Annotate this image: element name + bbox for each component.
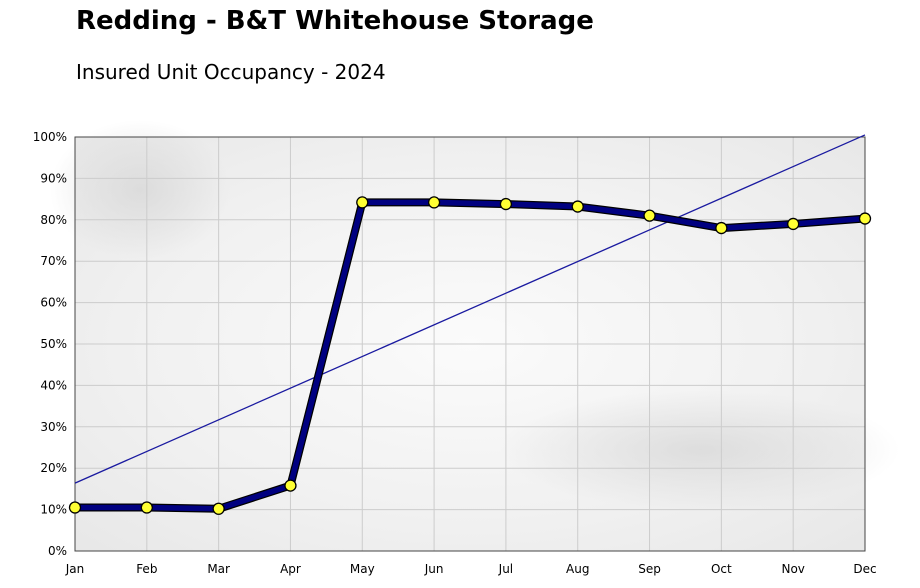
data-point: [858, 212, 872, 225]
chart-subtitle: Insured Unit Occupancy - 2024: [76, 60, 386, 84]
chart-title: Redding - B&T Whitehouse Storage: [76, 6, 594, 36]
data-point: [284, 479, 297, 492]
y-tick-label: 40%: [40, 378, 67, 392]
x-tick-label: Aug: [566, 562, 589, 576]
x-tick-label: Mar: [207, 562, 230, 576]
data-point: [356, 196, 369, 209]
x-tick-label: Jan: [65, 562, 85, 576]
x-tick-label: May: [350, 562, 375, 576]
x-tick-label: Jul: [498, 562, 513, 576]
data-point: [427, 196, 441, 209]
data-point: [643, 209, 656, 222]
x-tick-label: Dec: [853, 562, 876, 576]
data-point: [715, 221, 728, 235]
y-tick-label: 70%: [40, 254, 67, 268]
y-tick-label: 90%: [40, 171, 67, 185]
trendline: [74, 134, 866, 484]
plot-shading: [500, 390, 900, 510]
y-tick-label: 60%: [40, 296, 67, 310]
plot-border: [74, 136, 866, 552]
x-tick-label: Sep: [638, 562, 661, 576]
x-tick-label: Jun: [424, 562, 444, 576]
y-tick-label: 10%: [40, 503, 67, 517]
y-tick-label: 30%: [40, 420, 67, 434]
y-tick-label: 50%: [40, 337, 67, 351]
x-tick-label: Feb: [136, 562, 157, 576]
data-point: [140, 501, 153, 514]
data-point: [212, 502, 225, 515]
series-line: [75, 199, 866, 512]
data-point: [787, 217, 800, 231]
x-tick-label: Nov: [781, 562, 804, 576]
y-tick-label: 20%: [40, 461, 67, 475]
data-point: [68, 501, 82, 514]
x-tick-label: Oct: [711, 562, 732, 576]
x-tick-label: Apr: [280, 562, 301, 576]
y-tick-label: 0%: [48, 544, 67, 558]
plot-shading: [50, 120, 230, 260]
data-point: [571, 200, 584, 213]
y-tick-label: 100%: [33, 130, 67, 144]
data-point: [499, 197, 513, 211]
y-tick-label: 80%: [40, 213, 67, 227]
